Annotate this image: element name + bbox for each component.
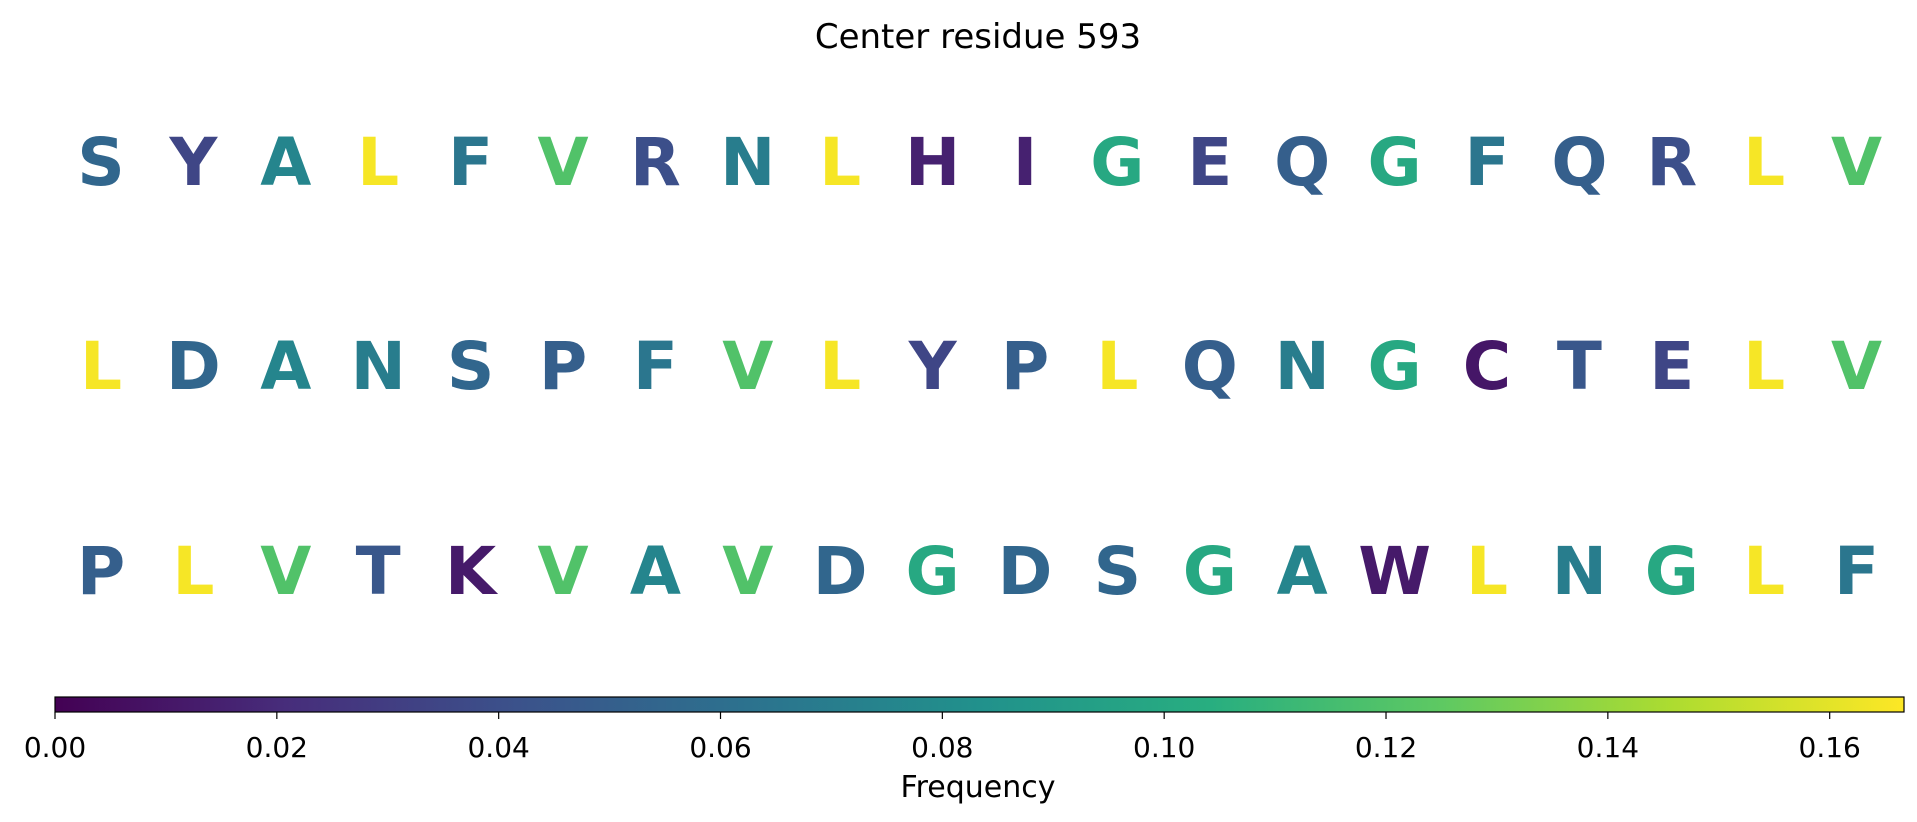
colorbar-tick-label: 0.08 [911, 731, 973, 764]
colorbar-tick-label: 0.02 [246, 731, 308, 764]
residue-letter: G [1090, 124, 1144, 201]
residue-letter: L [172, 533, 214, 610]
colorbar-tick-label: 0.00 [24, 731, 86, 764]
residue-letter: F [633, 328, 678, 405]
residue-letter: V [722, 533, 773, 610]
residue-letter: W [1358, 533, 1431, 610]
residue-letter: L [1743, 124, 1785, 201]
residue-letter: N [1275, 328, 1330, 405]
residue-letter: G [1183, 533, 1237, 610]
residue-letter: F [1464, 124, 1509, 201]
residue-letter: G [1368, 328, 1422, 405]
residue-letter: Q [1182, 328, 1238, 405]
residue-letter: V [1831, 328, 1882, 405]
residue-grid: S Y A L F V R N L H I G E Q G F Q R L VL D A N S P F V L Y P L Q N G C T E L V… [77, 124, 1882, 610]
colorbar: 0.00 0.02 0.04 0.06 0.08 0.10 0.12 0.14 0.16 Fre… [24, 696, 1905, 805]
residue-letter: T [1557, 328, 1602, 405]
colorbar-label: Frequency [901, 770, 1056, 805]
residue-letter: A [260, 328, 311, 405]
residue-letter: L [1743, 328, 1785, 405]
residue-letter: Y [169, 124, 219, 201]
residue-letter: R [1646, 124, 1697, 201]
colorbar-tick-label: 0.16 [1799, 731, 1861, 764]
residue-letter: F [1834, 533, 1879, 610]
residue-letter: G [906, 533, 960, 610]
residue-letter: H [905, 124, 960, 201]
colorbar-gradient [54, 696, 1905, 713]
colorbar-tick-label: 0.14 [1577, 731, 1639, 764]
residue-letter: N [720, 124, 775, 201]
residue-letter: L [819, 328, 861, 405]
residue-letter: N [1552, 533, 1607, 610]
residue-letter: F [448, 124, 493, 201]
residue-letter: C [1463, 328, 1511, 405]
residue-letter: G [1645, 533, 1699, 610]
residue-letter: L [1743, 533, 1785, 610]
residue-letter: D [813, 533, 868, 610]
colorbar-tick-label: 0.06 [689, 731, 751, 764]
residue-letter: D [998, 533, 1053, 610]
residue-letter: A [260, 124, 311, 201]
residue-letter: Q [1551, 124, 1607, 201]
residue-letter: V [537, 533, 588, 610]
residue-letter: P [1001, 328, 1049, 405]
residue-letter: N [351, 328, 406, 405]
residue-letter: L [1096, 328, 1138, 405]
colorbar-tick-label: 0.12 [1355, 731, 1417, 764]
residue-letter: V [1831, 124, 1882, 201]
residue-letter: R [630, 124, 681, 201]
chart-title: Center residue 593 [815, 17, 1141, 57]
residue-letter: V [260, 533, 311, 610]
residue-letter: L [1466, 533, 1508, 610]
residue-letter: L [80, 328, 122, 405]
residue-letter: T [356, 533, 401, 610]
residue-letter: P [539, 328, 587, 405]
residue-letter: E [1187, 124, 1232, 201]
residue-letter: D [166, 328, 221, 405]
residue-letter: Y [908, 328, 958, 405]
residue-letter: A [1277, 533, 1328, 610]
residue-letter: V [537, 124, 588, 201]
residue-letter: E [1649, 328, 1694, 405]
residue-letter: L [357, 124, 399, 201]
colorbar-tick-label: 0.10 [1133, 731, 1195, 764]
residue-letter: V [722, 328, 773, 405]
residue-letter: A [630, 533, 681, 610]
residue-letter: K [445, 533, 499, 610]
colorbar-ticks: 0.00 0.02 0.04 0.06 0.08 0.10 0.12 0.14 0.16 [24, 712, 1861, 764]
residue-letter: S [447, 328, 495, 405]
residue-letter: I [1013, 124, 1038, 201]
residue-letter: S [77, 124, 125, 201]
residue-letter: P [77, 533, 125, 610]
residue-letter: S [1094, 533, 1142, 610]
residue-letter: G [1368, 124, 1422, 201]
colorbar-tick-label: 0.04 [467, 731, 529, 764]
residue-letter: Q [1274, 124, 1330, 201]
residue-letter: L [819, 124, 861, 201]
